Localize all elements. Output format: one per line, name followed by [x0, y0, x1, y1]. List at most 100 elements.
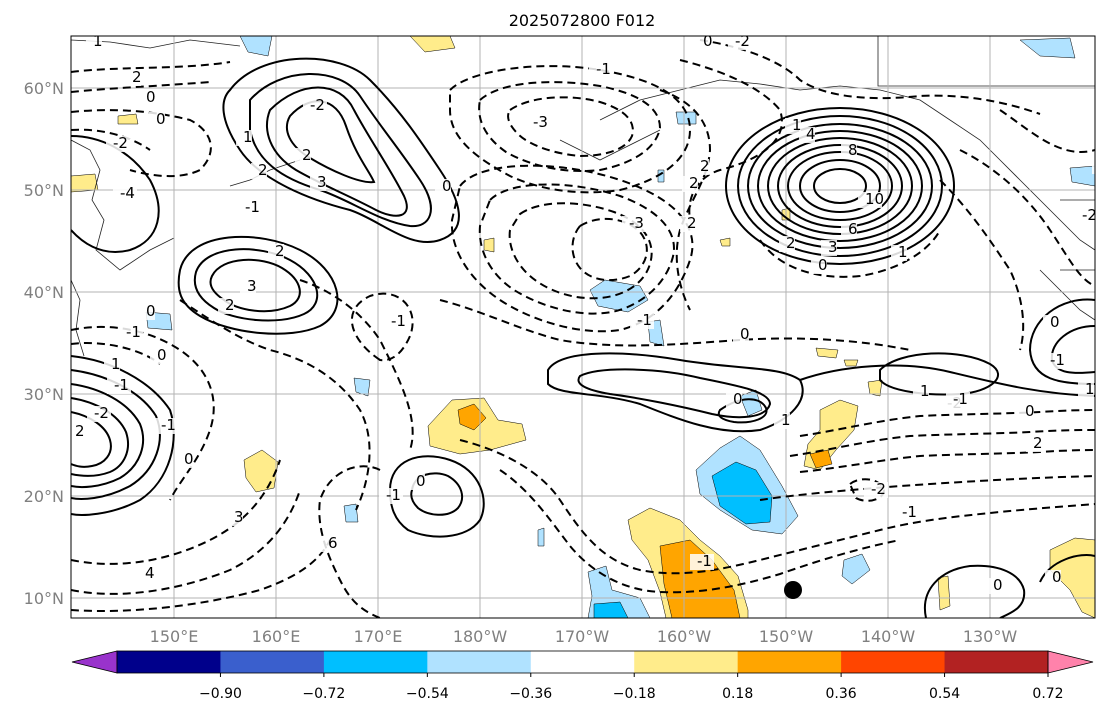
contour-label: 4: [145, 564, 155, 582]
shade-positive-light-blue: [1019, 37, 1076, 59]
contour-label: 0: [703, 32, 713, 50]
contour-dashed: [439, 299, 911, 351]
contour-label-background: [589, 62, 613, 78]
contour: [266, 86, 408, 217]
contour-label-background: [154, 418, 178, 434]
contour: [177, 235, 339, 335]
colorbar-tick-label: −0.90: [199, 686, 242, 702]
contour-dashed: [450, 164, 694, 333]
colorbar-extend-min: [71, 650, 118, 674]
contour-label-background: [1043, 315, 1059, 331]
contour-dashed: [71, 61, 231, 73]
border-line: [877, 36, 1095, 87]
contour-label-background: [236, 130, 252, 146]
lon-label: 160°W: [657, 627, 712, 646]
lat-label: 50°N: [24, 181, 64, 200]
contour-label: 0: [156, 110, 166, 128]
contour-label: 1: [243, 128, 253, 146]
contour: [1028, 298, 1095, 385]
contour-label: 1: [920, 382, 930, 400]
shade-light-blue: [537, 527, 545, 547]
contour-dashed: [71, 128, 151, 151]
colorbar-extend-max: [1047, 650, 1094, 674]
contour-label-background: [295, 148, 311, 164]
contour-label: 2: [302, 146, 312, 164]
coastline: [71, 279, 85, 357]
contour: [799, 364, 1095, 397]
contour-label-background: [1078, 382, 1094, 398]
colorbar-tick-label: 0.18: [722, 686, 753, 702]
colorbar-segment: [427, 651, 532, 673]
contour-dashed: [699, 39, 1041, 115]
shade-yellow: [409, 36, 456, 53]
contour-label: 6: [848, 220, 858, 238]
shade-light-blue: [239, 36, 273, 57]
contour-label-background: [799, 127, 815, 143]
colorbar-segment: [944, 651, 1049, 673]
contour-label: 1: [93, 32, 103, 50]
lat-label: 30°N: [24, 385, 64, 404]
contour-label: 6: [328, 534, 338, 552]
contour-label-background: [858, 192, 882, 208]
contour-label-background: [1075, 208, 1095, 224]
contour-label-background: [139, 304, 155, 320]
contour-dashed: [71, 109, 212, 178]
contour-label: 3: [234, 508, 244, 526]
contour-label-background: [310, 175, 326, 191]
contour-label-background: [690, 554, 714, 570]
contour-label-background: [139, 90, 155, 106]
contour-label-background: [986, 578, 1002, 594]
contour-label-background: [864, 482, 888, 498]
contour-dashed: [299, 279, 414, 451]
shade-yellow: [483, 237, 495, 253]
contour-label-background: [696, 36, 712, 50]
contour: [410, 472, 464, 516]
contour-high: [757, 130, 923, 242]
contour-label-background: [680, 216, 696, 232]
contour-label: -4: [120, 184, 135, 202]
contour-label: 0: [442, 177, 452, 195]
lon-label: 170°W: [555, 627, 610, 646]
coastline-alaska: [599, 79, 1095, 251]
contour-label-background: [733, 327, 749, 343]
contour-label-background: [227, 510, 243, 526]
contour-dashed: [71, 459, 281, 565]
colorbar-segment: [117, 651, 221, 673]
colorbar-segment: [634, 651, 739, 673]
contour-label: 0: [416, 472, 426, 490]
shade-light-blue: [675, 111, 697, 125]
contour-label: -1: [697, 552, 712, 570]
contour: [249, 73, 432, 228]
solid-contours: [71, 57, 1095, 618]
contour-label-background: [774, 413, 790, 429]
contour-label-background: [779, 236, 795, 252]
contour-high: [787, 151, 893, 221]
contour-label-background: [119, 325, 143, 341]
contour-label-background: [913, 384, 929, 400]
lat-axis-labels: 60°N 50°N 40°N 30°N 20°N 10°N: [24, 79, 64, 608]
contour-label: -2: [1099, 156, 1105, 174]
colorbar-tick-label: −0.36: [509, 686, 552, 702]
contour-label-background: [693, 159, 709, 175]
contour-label-background: [71, 424, 84, 440]
contour-dashed: [478, 81, 662, 173]
shade-yellow: [937, 575, 951, 611]
colorbar-segment: [841, 651, 946, 673]
contour-label: 2: [700, 157, 710, 175]
contour-label: 0: [733, 390, 743, 408]
contour-high: [747, 123, 933, 249]
contour-labels: 1200-2-4-1-3-3-1-20-223210-12320-10-11-2…: [71, 32, 1105, 594]
contour-label-background: [268, 244, 284, 260]
shade-light-blue: [353, 377, 371, 397]
contour-label-background: [841, 222, 857, 238]
contour: [1039, 554, 1095, 583]
contour-label: -1: [245, 198, 260, 216]
contour-label-background: [409, 474, 425, 490]
contour-label: 0: [146, 302, 156, 320]
shade-yellow: [71, 173, 99, 193]
contour: [388, 455, 485, 538]
contour-label-background: [240, 279, 256, 295]
coastline-na: [1039, 269, 1095, 321]
contour: [577, 368, 772, 419]
shade-blue: [711, 461, 773, 525]
